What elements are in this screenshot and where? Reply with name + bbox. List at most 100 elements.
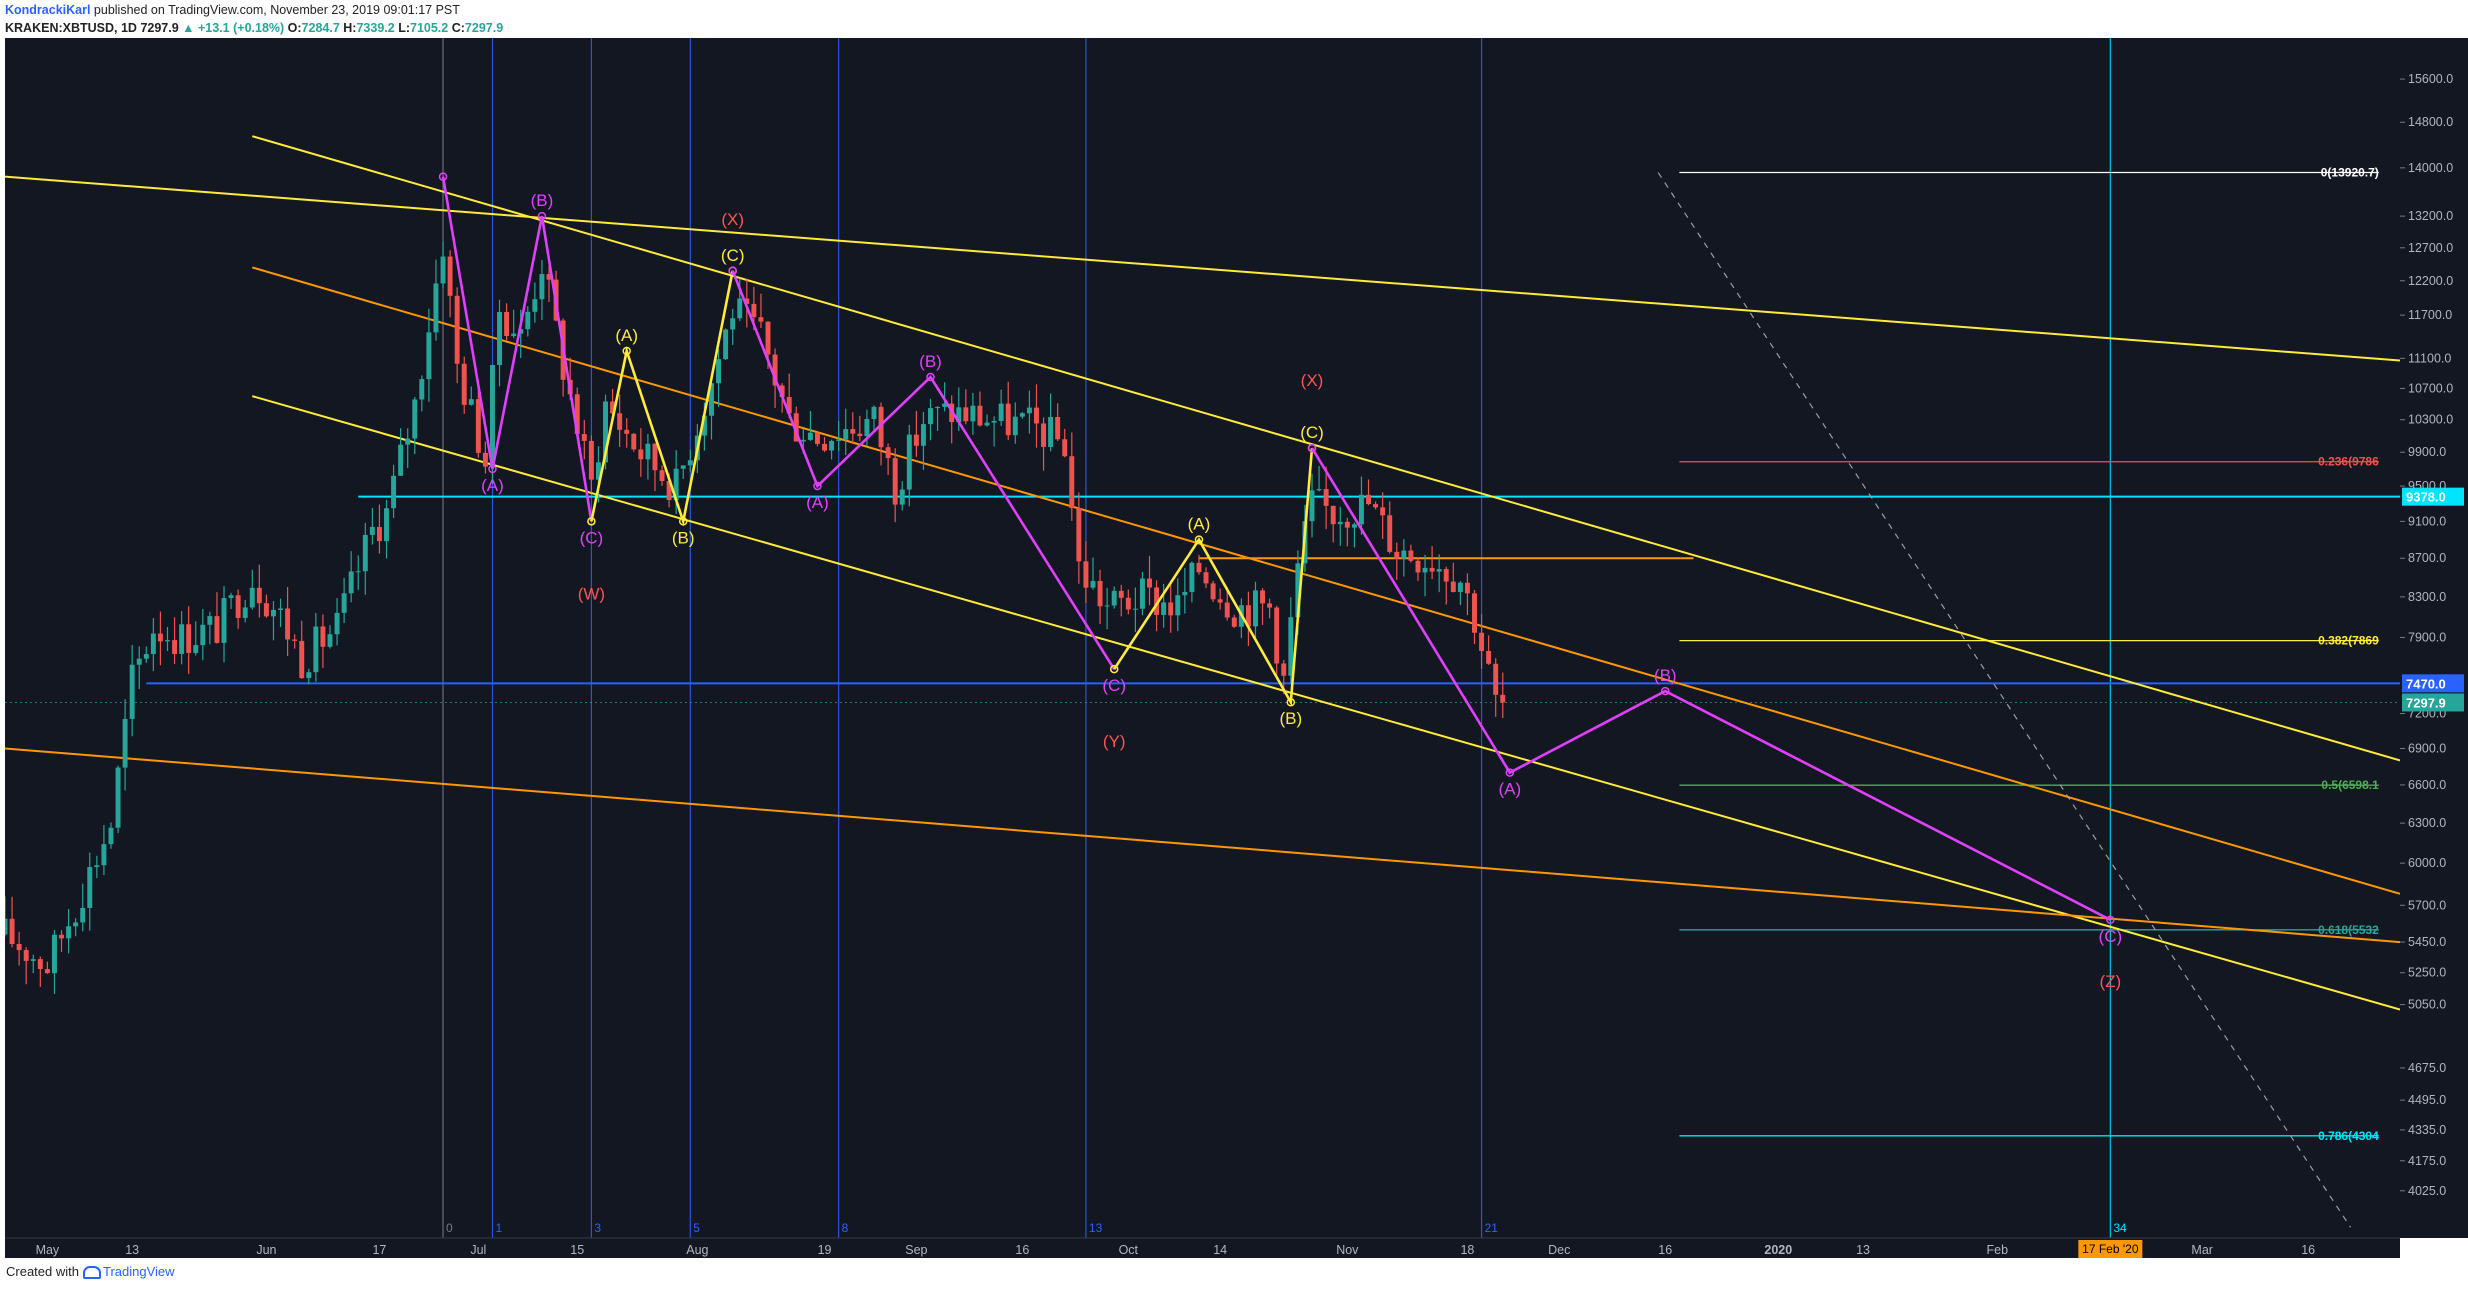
- time-tick-label: Mar: [2191, 1243, 2213, 1257]
- price-tick-label: 4025.0: [2408, 1184, 2446, 1198]
- wave-label: (Z): [2099, 972, 2121, 991]
- wave-pivot-marker: [622, 346, 631, 356]
- candle-body: [793, 413, 799, 442]
- author-name[interactable]: KondrackiKarl: [5, 3, 91, 17]
- candle-body: [920, 424, 926, 446]
- wave-label: (W): [578, 584, 605, 603]
- candle-body: [871, 406, 877, 420]
- candle-body: [172, 640, 178, 654]
- symbol-info: KRAKEN:XBTUSD, 1D 7297.9 ▲ +13.1 (+0.18%…: [5, 21, 503, 35]
- candle-body: [1366, 494, 1371, 505]
- time-tick-label: 19: [818, 1243, 832, 1257]
- trendline: [251, 266, 2400, 895]
- candle-body: [193, 645, 199, 653]
- candle-body: [991, 420, 997, 423]
- created-with-text: Created with: [6, 1264, 79, 1279]
- wave-pivot-marker: [1505, 768, 1515, 777]
- candle-body: [1387, 515, 1393, 552]
- price-tick-label: 8700.0: [2408, 551, 2446, 565]
- candle-body: [843, 429, 849, 440]
- time-tick-label: 2020: [1764, 1243, 1792, 1257]
- candle-body: [730, 318, 736, 330]
- time-marker-label: 17 Feb '20: [2082, 1242, 2139, 1256]
- time-tick-label: Aug: [686, 1243, 708, 1257]
- price-tick-label: 13200.0: [2408, 209, 2453, 223]
- last-price-tag: 7297.9: [2406, 695, 2446, 710]
- trendline: [251, 395, 2400, 1011]
- high-label: H:: [343, 21, 357, 35]
- candle-body: [157, 633, 163, 642]
- candle-body: [228, 595, 234, 599]
- candle-body: [1125, 597, 1131, 610]
- candle-body: [1147, 578, 1152, 588]
- candle-body: [9, 918, 15, 944]
- candle-body: [334, 612, 340, 635]
- time-tick-label: Oct: [1119, 1243, 1139, 1257]
- wave-label: (B): [1279, 709, 1302, 728]
- candle-body: [1019, 413, 1025, 417]
- wave-label: (A): [481, 476, 504, 495]
- fib-level-label: 0.786(4304: [2318, 1129, 2379, 1143]
- tradingview-brand[interactable]: TradingView: [102, 1264, 175, 1279]
- price-chart[interactable]: 0 1 3 5 8 13 21 340(13920.7)0.236(97860.382(786…: [0, 38, 2468, 1258]
- candle-body: [786, 397, 792, 414]
- candle-body: [581, 434, 587, 441]
- candle-body: [1457, 582, 1463, 592]
- price-tick-label: 9100.0: [2408, 514, 2446, 528]
- footer: Created with TradingView: [6, 1264, 175, 1280]
- time-tick-label: 14: [1213, 1243, 1227, 1257]
- candle-body: [1139, 578, 1145, 609]
- price-tick-label: 11700.0: [2408, 308, 2452, 322]
- wave-pivot-marker: [587, 517, 596, 526]
- candle-body: [1005, 403, 1011, 436]
- candle-body: [221, 598, 227, 643]
- candle-body: [1253, 590, 1258, 627]
- candle-body: [87, 867, 93, 908]
- time-cycle-label: 8: [842, 1221, 849, 1235]
- candle-body: [475, 399, 481, 453]
- candle-body: [1443, 569, 1449, 582]
- price-tick-label: 14000.0: [2408, 161, 2453, 175]
- candle-body: [857, 433, 863, 437]
- candle-body: [1486, 650, 1492, 664]
- candle-body: [1245, 605, 1251, 627]
- candle-body: [1281, 663, 1287, 676]
- candle-body: [807, 432, 813, 440]
- wave-label: (C): [1102, 676, 1126, 695]
- candle-body: [588, 440, 594, 480]
- wave-pivot-marker: [488, 464, 497, 474]
- candle-body: [30, 959, 36, 961]
- candle-body: [306, 672, 312, 679]
- wave-pivot-marker: [537, 211, 547, 221]
- candle-body: [129, 664, 135, 719]
- candle-body: [37, 959, 43, 969]
- time-axis-background: [5, 1238, 2400, 1258]
- candle-body: [518, 329, 524, 334]
- wave-label: (C): [721, 246, 745, 265]
- symbol-label[interactable]: KRAKEN:XBTUSD, 1D: [5, 21, 137, 35]
- candle-body: [652, 443, 658, 471]
- candle-body: [956, 407, 962, 423]
- time-cycle-label: 21: [1485, 1221, 1499, 1235]
- close-label: C:: [451, 21, 465, 35]
- candle-body: [1401, 550, 1407, 559]
- candle-body: [850, 429, 856, 434]
- candle-body: [737, 298, 743, 319]
- wave-pivot-marker: [1307, 443, 1317, 453]
- candle-body: [235, 595, 241, 618]
- candle-body: [800, 439, 806, 442]
- candle-body: [1408, 550, 1414, 561]
- candle-body: [341, 593, 347, 613]
- time-tick-label: Nov: [1336, 1243, 1359, 1257]
- candle-body: [66, 926, 72, 939]
- candle-body: [1337, 521, 1343, 525]
- candle-body: [1175, 595, 1181, 616]
- candle-body: [398, 444, 404, 476]
- price-level-tag: 7470.0: [2406, 676, 2446, 691]
- candle-body: [1026, 407, 1032, 414]
- candle-body: [1493, 663, 1499, 695]
- open-label: O:: [287, 21, 302, 35]
- candle-body: [1041, 423, 1047, 447]
- wave-label: (B): [1654, 666, 1677, 685]
- candle-body: [73, 922, 79, 927]
